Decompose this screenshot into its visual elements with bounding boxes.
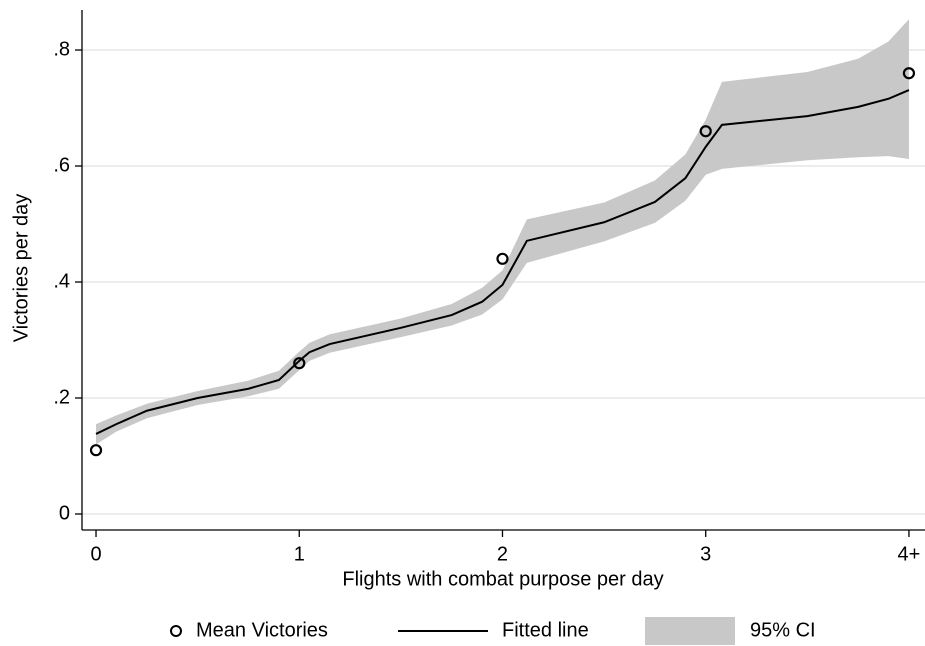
x-tick-label: 4+ (898, 543, 921, 565)
legend-label: Fitted line (502, 619, 589, 641)
y-tick-label: .8 (53, 38, 70, 60)
point (293, 357, 306, 370)
y-tick-label: 0 (59, 502, 70, 524)
fitted-line (95, 89, 910, 435)
legend-symbol (645, 617, 735, 645)
legend-label: Mean Victories (196, 619, 328, 641)
x-tick-label: 0 (90, 543, 101, 565)
x-tick-label: 1 (294, 543, 305, 565)
y-axis-title: Victories per day (10, 194, 32, 343)
y-tick-label: .6 (53, 154, 70, 176)
point (902, 67, 916, 80)
point (496, 252, 509, 265)
point (699, 125, 712, 138)
x-tick-label: 3 (700, 543, 711, 565)
point (89, 444, 103, 457)
y-tick-label: .4 (53, 270, 70, 292)
legend-label: 95% CI (750, 619, 816, 641)
legend-symbol (170, 625, 182, 637)
x-axis-title: Flights with combat purpose per day (342, 568, 663, 590)
x-tick-label: 2 (497, 543, 508, 565)
y-tick-label: .2 (53, 386, 70, 408)
